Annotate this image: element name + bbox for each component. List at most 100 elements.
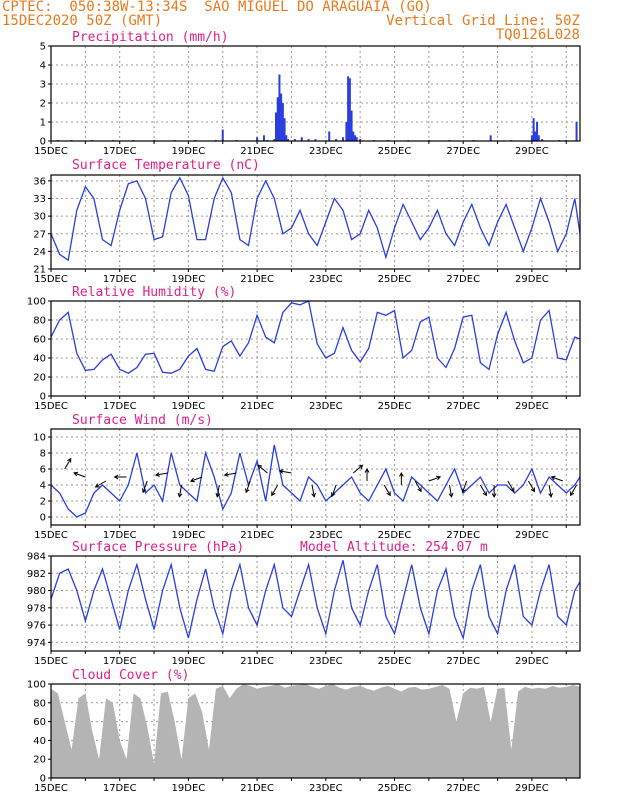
y-tick-label: 982 xyxy=(27,569,46,580)
x-tick-label: 19DEC xyxy=(172,146,206,157)
wind-arrow-head xyxy=(570,491,575,497)
wind-arrow-head xyxy=(386,491,391,497)
wind-arrow-head xyxy=(154,472,160,477)
y-tick-label: 5 xyxy=(40,42,46,53)
precip-bar xyxy=(300,137,303,141)
y-tick-label: 27 xyxy=(33,229,46,240)
x-tick-label: 25DEC xyxy=(378,401,412,412)
precip-bar xyxy=(532,118,535,141)
precip-bar xyxy=(314,139,317,141)
wind-arrow xyxy=(428,476,441,482)
precip-bar xyxy=(256,137,259,141)
wind-arrow-head xyxy=(461,488,466,494)
y-tick-label: 21 xyxy=(33,265,46,276)
precip-bar xyxy=(530,135,533,141)
panel-subtitle: Model Altitude: 254.07 m xyxy=(300,540,488,555)
y-tick-label: 3 xyxy=(40,80,46,91)
precip-bar xyxy=(534,131,537,141)
wind-arrow-head xyxy=(67,457,72,463)
wind-arrow-head xyxy=(448,492,454,498)
precip-bar xyxy=(221,129,224,141)
wind-arrow-head xyxy=(311,492,316,498)
wind-arrow xyxy=(331,484,337,497)
x-tick-label: 19DEC xyxy=(172,530,206,541)
y-tick-label: 974 xyxy=(27,638,46,649)
precip-bar xyxy=(283,118,286,141)
panel-wind xyxy=(48,428,581,528)
wind-arrow xyxy=(216,484,220,497)
precip-bar xyxy=(281,103,284,141)
x-tick-label: 17DEC xyxy=(103,656,137,667)
wind-arrow xyxy=(462,480,468,493)
panel-frame xyxy=(50,45,581,142)
grid-line-info: Vertical Grid Line: 50Z xyxy=(386,13,580,29)
y-tick-label: 980 xyxy=(27,586,46,597)
wind-arrow-head xyxy=(548,492,553,498)
y-tick-label: 4 xyxy=(40,61,46,72)
x-tick-label: 17DEC xyxy=(103,401,137,412)
y-tick-label: 0 xyxy=(40,774,46,785)
wind-arrow-head xyxy=(550,475,556,481)
precip-bar xyxy=(273,139,276,141)
x-tick-label: 17DEC xyxy=(103,783,137,794)
wind-arrow-head xyxy=(278,469,284,474)
x-tick-label: 15DEC xyxy=(34,656,68,667)
x-tick-label: 21DEC xyxy=(240,146,274,157)
precip-bar xyxy=(262,135,265,141)
precip-bar xyxy=(355,137,358,141)
x-tick-label: 29DEC xyxy=(515,656,549,667)
precip-bar xyxy=(489,135,492,141)
wind-arrow-head xyxy=(223,472,229,477)
precip-bar xyxy=(307,139,310,141)
x-tick-label: 29DEC xyxy=(515,274,549,285)
x-tick-label: 27DEC xyxy=(446,656,480,667)
wind-arrow-head xyxy=(530,487,535,493)
precip-bar xyxy=(347,76,350,141)
y-tick-label: 0 xyxy=(40,392,46,403)
x-tick-label: 21DEC xyxy=(240,274,274,285)
wind-arrow-head xyxy=(141,488,147,494)
wind-arrow xyxy=(257,464,268,474)
y-tick-label: 30 xyxy=(33,212,46,223)
wind-arrow-head xyxy=(417,487,422,493)
y-tick-label: 984 xyxy=(27,552,46,563)
panel-frame xyxy=(50,683,581,779)
precip-bar xyxy=(280,93,283,141)
precip-bar xyxy=(536,122,539,141)
panel-rh xyxy=(48,300,581,399)
wind-arrow-head xyxy=(364,467,370,473)
wind-arrow xyxy=(178,484,183,497)
x-tick-label: 19DEC xyxy=(172,401,206,412)
y-tick-label: 100 xyxy=(27,680,46,691)
wind-arrow-head xyxy=(215,492,221,498)
x-tick-label: 27DEC xyxy=(446,274,480,285)
wind-arrow xyxy=(155,472,168,476)
y-tick-label: 24 xyxy=(33,247,46,258)
x-tick-label: 19DEC xyxy=(172,274,206,285)
precip-bar xyxy=(287,139,290,141)
panel-title: Relative Humidity (%) xyxy=(72,285,236,300)
x-tick-label: 27DEC xyxy=(446,401,480,412)
wind-arrow xyxy=(528,480,535,492)
precip-bar xyxy=(274,112,277,141)
precip-bar xyxy=(285,135,288,141)
y-tick-label: 80 xyxy=(33,316,46,327)
y-tick-label: 60 xyxy=(33,335,46,346)
wind-arrow xyxy=(245,480,251,493)
panel-frame xyxy=(50,555,581,652)
precip-bar xyxy=(350,110,353,141)
wind-arrow-head xyxy=(245,488,250,494)
wind-arrow xyxy=(548,484,552,497)
x-tick-label: 21DEC xyxy=(240,656,274,667)
x-tick-label: 15DEC xyxy=(34,146,68,157)
x-tick-label: 15DEC xyxy=(34,274,68,285)
y-tick-label: 6 xyxy=(40,465,46,476)
x-tick-label: 19DEC xyxy=(172,783,206,794)
panel-cloud xyxy=(48,683,581,781)
panel-frame xyxy=(50,428,581,526)
x-tick-label: 21DEC xyxy=(240,783,274,794)
y-tick-label: 33 xyxy=(33,194,46,205)
rh-line xyxy=(50,300,581,374)
x-tick-label: 23DEC xyxy=(309,656,343,667)
